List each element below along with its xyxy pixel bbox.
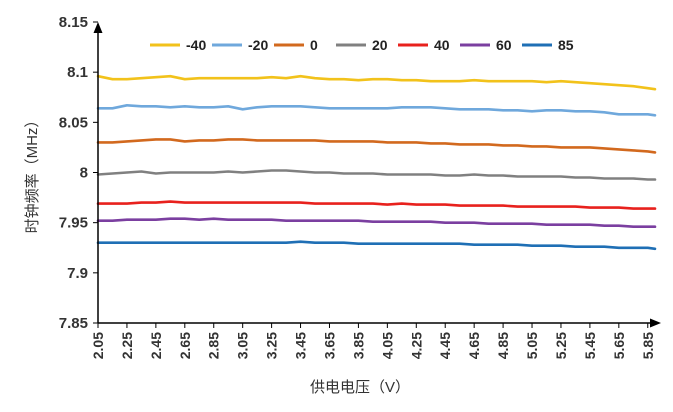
x-tick-label: 2.05 <box>90 332 106 359</box>
y-tick-label: 7.95 <box>59 215 88 232</box>
series-line--20 <box>96 104 657 117</box>
x-tick-label: 5.25 <box>553 332 569 359</box>
legend-label-60: 60 <box>496 37 512 53</box>
series-line-60 <box>96 217 657 228</box>
legend-label-20: 20 <box>372 37 388 53</box>
x-tick-label: 3.65 <box>321 332 337 359</box>
x-tick-label: 4.25 <box>408 332 424 359</box>
x-tick-label: 5.85 <box>640 332 656 359</box>
y-tick-label: 7.9 <box>67 265 88 282</box>
x-tick-label: 3.25 <box>264 332 280 359</box>
x-tick-labels: 2.05 2.25 2.45 2.65 2.85 3.05 3.25 3.45 3.65 3.85… <box>90 323 656 359</box>
x-tick-label: 4.05 <box>379 332 395 359</box>
legend-label--40: -40 <box>186 37 206 53</box>
x-tick-label: 5.45 <box>582 332 598 359</box>
x-tick-label: 3.45 <box>293 332 309 359</box>
y-tick-label: 8.05 <box>59 114 88 131</box>
x-tick-label: 2.65 <box>177 332 193 359</box>
x-tick-label: 3.05 <box>235 332 251 359</box>
x-tick-label: 3.85 <box>350 332 366 359</box>
x-tick-label: 5.65 <box>611 332 627 359</box>
x-tick-label: 2.45 <box>148 332 164 359</box>
x-tick-label: 4.65 <box>466 332 482 359</box>
y-tick-label: 8.1 <box>67 64 88 81</box>
y-tick-label: 8.15 <box>59 14 88 31</box>
x-tick-label: 2.85 <box>206 332 222 359</box>
x-tick-label: 4.85 <box>495 332 511 359</box>
x-tick-label: 2.25 <box>119 332 135 359</box>
y-tick-label: 7.85 <box>59 315 88 332</box>
x-tick-label: 4.45 <box>437 332 453 359</box>
y-tick-label: 8 <box>80 165 88 182</box>
legend-label--20: -20 <box>248 37 268 53</box>
x-axis-title: 供电电压（V） <box>310 379 410 396</box>
y-tick-labels: 8.15 8.1 8.05 8 7.95 7.9 7.85 <box>59 14 98 332</box>
legend-label-40: 40 <box>434 37 450 53</box>
series-line-85 <box>96 240 657 251</box>
series-line-20 <box>96 169 657 181</box>
series-line--40 <box>96 74 657 91</box>
plot-lines <box>96 74 657 251</box>
legend: -40 -20 0 20 40 60 85 <box>150 37 574 53</box>
x-axis-arrow <box>650 318 661 328</box>
y-axis-title: 时钟频率（MHz） <box>24 113 41 234</box>
y-axis-arrow <box>93 22 103 33</box>
legend-label-0: 0 <box>310 37 318 53</box>
series-line-40 <box>96 200 657 210</box>
series-line-0 <box>96 138 657 154</box>
axes <box>93 22 661 328</box>
x-tick-label: 5.05 <box>524 332 540 359</box>
legend-label-85: 85 <box>558 37 574 53</box>
